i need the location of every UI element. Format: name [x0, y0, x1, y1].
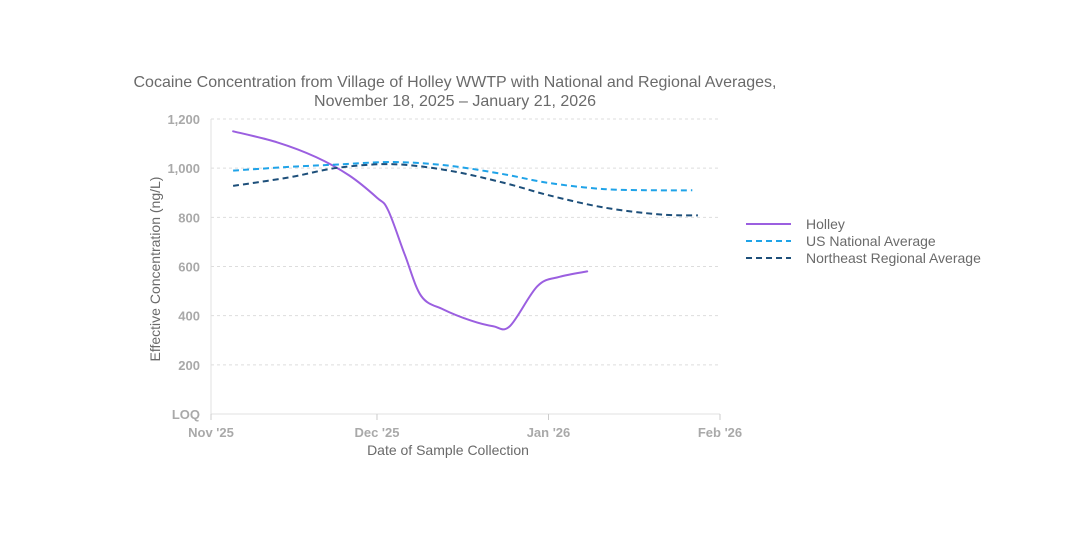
chart-title-line-2: November 18, 2025 – January 21, 2026: [314, 93, 596, 110]
legend-label: US National Average: [806, 233, 936, 249]
grid: [211, 118, 720, 366]
series-line-northeast-regional-average: [232, 163, 698, 217]
y-axis-label: Effective Concentration (ng/L): [147, 177, 163, 362]
y-axis-ticks: LOQ 200 400 600 800 1,000 1,200: [167, 112, 200, 422]
legend-label: Northeast Regional Average: [806, 250, 981, 266]
y-tick-label: 600: [178, 260, 200, 275]
x-axis-ticks: Nov '25 Dec '25 Jan '26 Feb '26: [188, 414, 742, 440]
y-tick-label: 800: [178, 210, 200, 225]
y-tick-label: LOQ: [172, 407, 200, 422]
x-tick-label: Nov '25: [188, 425, 234, 440]
legend-label: Holley: [806, 216, 845, 232]
x-axis-label: Date of Sample Collection: [367, 442, 529, 458]
series: [232, 130, 698, 331]
y-tick-label: 1,200: [167, 112, 200, 127]
y-tick-label: 200: [178, 358, 200, 373]
series-line-holley: [232, 130, 589, 331]
x-tick-label: Jan '26: [527, 425, 571, 440]
chart-title-line-1: Cocaine Concentration from Village of Ho…: [134, 74, 777, 91]
series-line-us-national-average: [233, 160, 693, 192]
x-tick-label: Feb '26: [698, 425, 742, 440]
y-tick-label: 1,000: [167, 161, 200, 176]
x-tick-label: Dec '25: [354, 425, 399, 440]
y-tick-label: 400: [178, 309, 200, 324]
